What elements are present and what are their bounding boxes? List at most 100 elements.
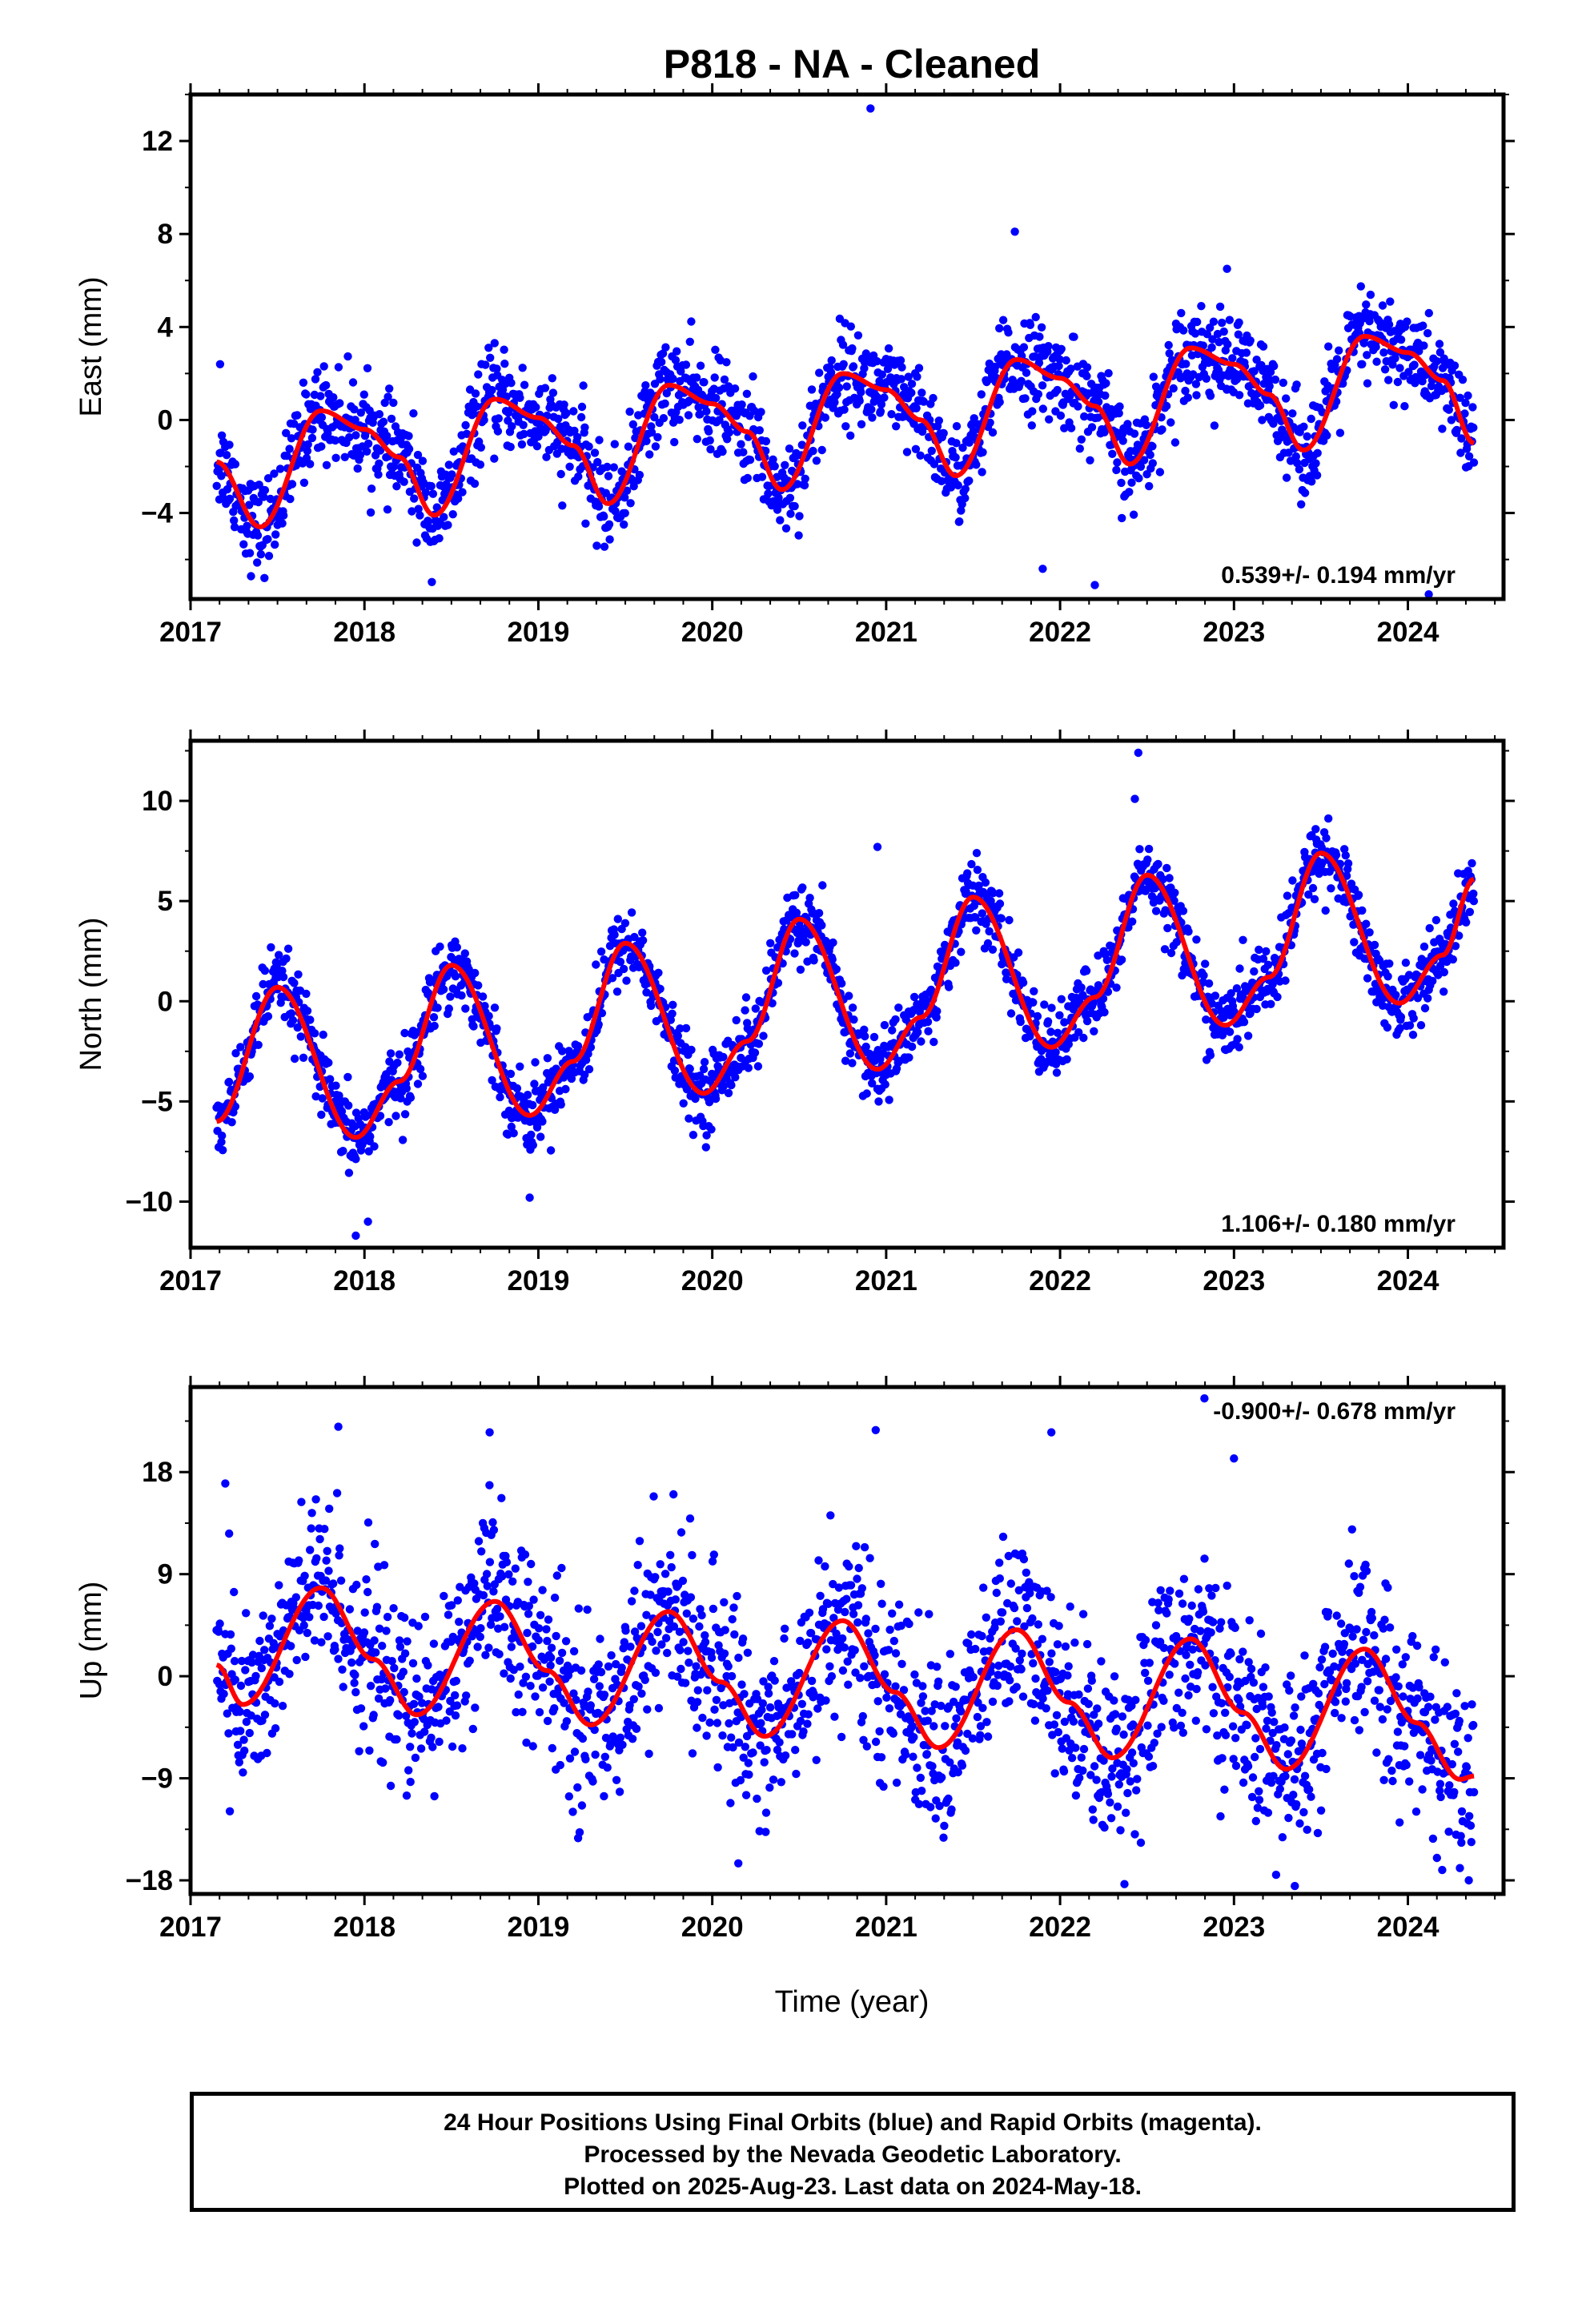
data-point: [848, 1059, 857, 1068]
data-point: [235, 1758, 243, 1767]
data-point: [412, 538, 421, 547]
data-point: [259, 979, 267, 989]
data-point: [461, 1004, 470, 1013]
data-point: [629, 482, 638, 491]
data-point: [796, 1716, 805, 1726]
data-point: [775, 1738, 784, 1747]
data-point: [307, 433, 317, 443]
data-point: [911, 444, 921, 453]
data-point: [471, 968, 480, 978]
data-point: [744, 1759, 753, 1767]
data-point: [812, 456, 821, 465]
data-point: [846, 431, 855, 440]
data-point: [383, 432, 391, 440]
data-point: [429, 1639, 439, 1648]
data-point: [1102, 379, 1110, 388]
data-point: [524, 1578, 532, 1586]
data-point: [646, 1590, 655, 1599]
data-point: [375, 1624, 384, 1633]
data-point: [387, 414, 396, 424]
data-point: [386, 1781, 396, 1791]
data-point: [743, 1648, 753, 1657]
data-point: [444, 460, 453, 469]
data-point: [225, 1529, 234, 1538]
data-point: [476, 443, 485, 452]
data-point: [967, 859, 976, 869]
data-point: [1395, 1023, 1404, 1033]
data-point: [805, 894, 814, 903]
data-point: [581, 1755, 590, 1763]
data-point: [1464, 391, 1472, 400]
data-point: [616, 1733, 625, 1742]
data-point: [969, 426, 978, 436]
data-point: [963, 869, 972, 878]
y-tick-label: 0: [158, 986, 173, 1017]
data-point: [700, 378, 709, 387]
data-point: [230, 1657, 239, 1666]
data-point: [684, 411, 693, 420]
data-point: [317, 442, 326, 451]
data-point: [958, 443, 967, 452]
plot-frame: [188, 738, 1506, 1250]
data-point: [620, 1638, 628, 1647]
data-point: [765, 1783, 774, 1792]
data-point: [486, 353, 495, 362]
data-point: [1206, 1051, 1215, 1059]
data-point: [259, 1611, 267, 1620]
data-point: [534, 1635, 543, 1645]
data-point: [687, 317, 696, 326]
data-point: [1239, 1018, 1249, 1027]
data-point: [1215, 302, 1225, 312]
data-point: [1215, 338, 1223, 347]
data-point: [527, 1559, 536, 1569]
data-point: [929, 393, 938, 403]
data-point: [877, 370, 887, 379]
data-point: [917, 1037, 926, 1046]
data-point: [729, 1603, 738, 1612]
data-point: [801, 474, 809, 483]
data-point: [285, 444, 294, 453]
x-tick-label: 2023: [1203, 617, 1265, 648]
data-point: [489, 1526, 499, 1534]
data-point: [733, 1591, 741, 1601]
data-point: [880, 1020, 889, 1030]
data-point: [1311, 825, 1320, 834]
data-point: [1066, 364, 1075, 373]
data-point: [406, 1743, 415, 1751]
data-point: [574, 472, 583, 481]
data-point: [1051, 1047, 1060, 1057]
data-point: [776, 516, 785, 525]
data-point: [1259, 342, 1268, 351]
data-point: [523, 1091, 532, 1100]
data-point: [278, 519, 287, 528]
data-point: [1108, 449, 1117, 458]
data-point: [224, 1077, 234, 1087]
data-point: [406, 1777, 415, 1787]
data-point: [641, 381, 650, 390]
data-point: [302, 390, 311, 399]
data-point: [224, 1729, 233, 1738]
data-point: [339, 1683, 347, 1691]
data-point: [416, 1064, 425, 1074]
data-point: [432, 503, 441, 512]
data-point: [504, 1106, 514, 1116]
data-point: [627, 908, 636, 917]
data-point: [675, 416, 684, 424]
data-point: [500, 1622, 509, 1631]
data-point: [794, 531, 803, 540]
data-point: [1104, 368, 1113, 378]
data-point: [1413, 994, 1423, 1003]
data-point: [1146, 450, 1154, 460]
data-point: [857, 1584, 867, 1593]
data-point: [852, 1542, 861, 1550]
data-point: [891, 1649, 901, 1658]
data-point: [331, 453, 340, 462]
data-point: [1155, 468, 1165, 476]
data-point: [759, 1031, 768, 1040]
data-point: [1380, 365, 1390, 374]
data-point: [287, 480, 297, 489]
data-point: [638, 928, 647, 937]
data-point: [395, 1636, 404, 1645]
x-tick-label: 2017: [159, 617, 222, 648]
data-point: [1022, 368, 1031, 377]
